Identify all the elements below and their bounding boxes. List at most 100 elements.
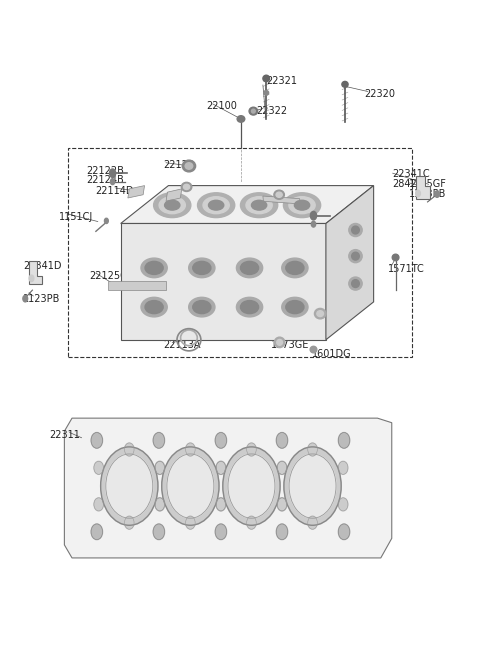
- Circle shape: [215, 524, 227, 540]
- Ellipse shape: [275, 337, 285, 348]
- Ellipse shape: [352, 226, 360, 234]
- Text: 1571TC: 1571TC: [388, 264, 425, 274]
- Circle shape: [216, 461, 226, 474]
- Circle shape: [94, 461, 104, 474]
- Ellipse shape: [246, 197, 272, 214]
- Ellipse shape: [240, 300, 259, 314]
- Ellipse shape: [105, 218, 108, 224]
- Ellipse shape: [237, 297, 263, 317]
- Text: 22114D: 22114D: [185, 186, 224, 196]
- Text: 22125C: 22125C: [90, 271, 128, 281]
- Circle shape: [228, 454, 275, 518]
- Circle shape: [153, 432, 165, 448]
- Ellipse shape: [276, 192, 282, 197]
- Circle shape: [277, 498, 287, 511]
- Polygon shape: [29, 261, 42, 283]
- Circle shape: [167, 454, 214, 518]
- Text: 22124C: 22124C: [326, 220, 364, 230]
- Ellipse shape: [141, 297, 167, 317]
- Ellipse shape: [277, 339, 282, 345]
- Circle shape: [338, 498, 348, 511]
- Ellipse shape: [283, 193, 321, 218]
- Ellipse shape: [249, 107, 258, 115]
- Circle shape: [277, 461, 287, 474]
- Text: 22122B: 22122B: [86, 166, 124, 176]
- Circle shape: [216, 461, 226, 474]
- Ellipse shape: [185, 163, 193, 169]
- Circle shape: [216, 498, 226, 511]
- Ellipse shape: [181, 182, 192, 192]
- Text: 22113A: 22113A: [164, 340, 201, 350]
- Ellipse shape: [311, 211, 317, 220]
- Ellipse shape: [193, 300, 211, 314]
- Ellipse shape: [314, 308, 326, 319]
- Text: 1152AB: 1152AB: [326, 304, 364, 314]
- Text: 28424: 28424: [393, 179, 423, 190]
- Polygon shape: [416, 176, 430, 199]
- Circle shape: [124, 516, 134, 529]
- Ellipse shape: [29, 275, 34, 281]
- Polygon shape: [64, 418, 392, 558]
- Ellipse shape: [109, 169, 116, 177]
- Ellipse shape: [312, 221, 316, 227]
- Ellipse shape: [189, 297, 215, 317]
- Text: 1123PB: 1123PB: [409, 189, 447, 199]
- Text: 1573GE: 1573GE: [271, 340, 310, 350]
- Ellipse shape: [294, 200, 310, 210]
- Text: 22124B: 22124B: [86, 175, 124, 186]
- Ellipse shape: [189, 258, 215, 277]
- Ellipse shape: [282, 258, 308, 277]
- Text: 22341D: 22341D: [24, 261, 62, 271]
- Circle shape: [91, 524, 103, 540]
- Ellipse shape: [182, 160, 196, 172]
- Text: 22114D: 22114D: [95, 186, 133, 196]
- Text: 22125A: 22125A: [254, 188, 292, 198]
- Polygon shape: [326, 186, 373, 340]
- Circle shape: [338, 461, 348, 474]
- Circle shape: [308, 443, 317, 456]
- Ellipse shape: [240, 193, 278, 218]
- Bar: [68, 148, 412, 358]
- Ellipse shape: [141, 258, 167, 277]
- Text: 22321: 22321: [266, 76, 297, 86]
- Ellipse shape: [193, 261, 211, 274]
- Circle shape: [106, 454, 153, 518]
- Circle shape: [155, 461, 165, 474]
- Ellipse shape: [352, 252, 360, 260]
- Circle shape: [277, 461, 287, 474]
- Ellipse shape: [342, 81, 348, 87]
- Text: 22341C: 22341C: [393, 169, 431, 180]
- Polygon shape: [128, 186, 144, 198]
- Circle shape: [215, 432, 227, 448]
- Text: 1125GF: 1125GF: [409, 179, 447, 190]
- Text: 1151CJ: 1151CJ: [59, 212, 93, 222]
- Circle shape: [186, 443, 195, 456]
- Text: 22112A: 22112A: [164, 329, 201, 340]
- Circle shape: [308, 516, 317, 529]
- Ellipse shape: [286, 300, 304, 314]
- Ellipse shape: [263, 75, 270, 82]
- Ellipse shape: [349, 224, 362, 237]
- Ellipse shape: [264, 91, 269, 95]
- Ellipse shape: [282, 297, 308, 317]
- Circle shape: [155, 498, 165, 511]
- Ellipse shape: [208, 200, 224, 210]
- Circle shape: [186, 516, 195, 529]
- Text: 22311: 22311: [49, 430, 80, 440]
- Ellipse shape: [154, 193, 191, 218]
- Polygon shape: [120, 224, 326, 340]
- Polygon shape: [263, 196, 300, 204]
- Ellipse shape: [237, 258, 263, 277]
- Ellipse shape: [349, 250, 362, 262]
- Ellipse shape: [435, 191, 440, 197]
- Circle shape: [101, 447, 158, 525]
- Ellipse shape: [165, 200, 180, 210]
- Text: 22129: 22129: [164, 159, 195, 170]
- Ellipse shape: [289, 197, 315, 214]
- Circle shape: [284, 447, 341, 525]
- Ellipse shape: [240, 261, 259, 274]
- Polygon shape: [120, 186, 373, 224]
- Bar: [108, 281, 166, 290]
- Ellipse shape: [110, 178, 115, 184]
- Circle shape: [277, 498, 287, 511]
